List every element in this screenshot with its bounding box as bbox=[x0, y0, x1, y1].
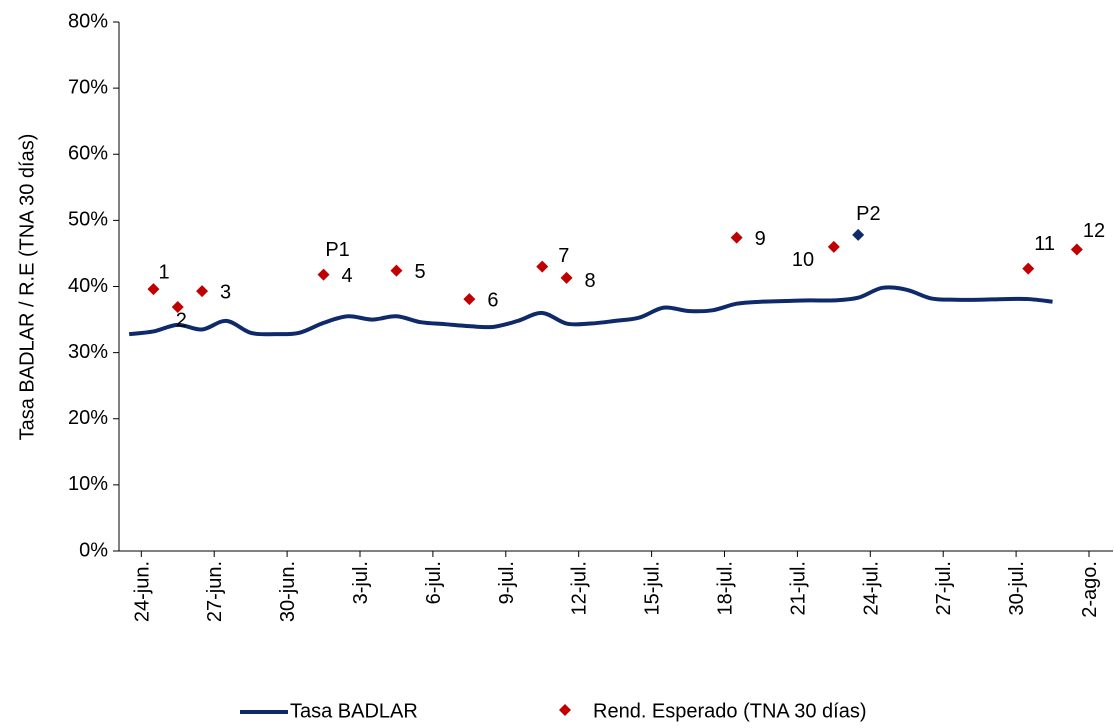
y-tick-label: 10% bbox=[68, 473, 108, 495]
y-tick-label: 70% bbox=[68, 76, 108, 98]
x-tick-label: 30-jul. bbox=[1006, 561, 1028, 615]
point bbox=[1022, 262, 1035, 275]
point-label: 2 bbox=[176, 309, 187, 331]
point-label: 11 bbox=[1034, 233, 1055, 255]
point bbox=[560, 271, 573, 284]
point bbox=[1070, 243, 1083, 256]
point-label: 10 bbox=[792, 249, 814, 271]
point-label: 9 bbox=[755, 228, 766, 250]
point-label: 3 bbox=[220, 281, 231, 303]
x-tick-label: 3-jul. bbox=[350, 561, 372, 604]
x-tick-label: 6-jul. bbox=[423, 561, 445, 604]
point bbox=[171, 300, 184, 313]
point bbox=[147, 283, 160, 296]
legend-label: Rend. Esperado (TNA 30 días) bbox=[593, 700, 866, 722]
legend-swatch bbox=[559, 704, 571, 716]
point bbox=[730, 231, 743, 244]
x-tick-label: 2-ago. bbox=[1079, 561, 1101, 618]
x-tick-label: 24-jun. bbox=[131, 561, 153, 622]
annotation: P1 bbox=[325, 239, 349, 261]
x-tick-label: 12-jul. bbox=[569, 561, 591, 615]
y-axis-label: Tasa BADLAR / R.E (TNA 30 días) bbox=[16, 134, 38, 441]
x-tick-label: 18-jul. bbox=[715, 561, 737, 615]
point bbox=[827, 240, 840, 253]
point-label: 12 bbox=[1083, 220, 1105, 242]
y-tick-label: 60% bbox=[68, 143, 108, 165]
point-label: 7 bbox=[558, 245, 569, 267]
legend-label: Tasa BADLAR bbox=[290, 700, 418, 722]
x-tick-label: 24-jul. bbox=[860, 561, 882, 615]
x-tick-label: 21-jul. bbox=[787, 561, 809, 615]
y-tick-label: 40% bbox=[68, 275, 108, 297]
point bbox=[536, 260, 549, 273]
point-label: 5 bbox=[414, 261, 425, 283]
line-series bbox=[128, 285, 1053, 337]
x-tick-label: 30-jun. bbox=[277, 561, 299, 622]
y-tick-label: 0% bbox=[79, 539, 108, 561]
y-tick-label: 50% bbox=[68, 209, 108, 231]
point bbox=[317, 268, 330, 281]
point-label: 4 bbox=[342, 265, 353, 287]
point-label: P2 bbox=[856, 203, 880, 225]
y-tick-label: 30% bbox=[68, 341, 108, 363]
point-label: 6 bbox=[487, 289, 498, 311]
point bbox=[852, 228, 865, 241]
y-tick-label: 20% bbox=[68, 407, 108, 429]
point-label: 1 bbox=[158, 261, 169, 283]
x-tick-label: 15-jul. bbox=[642, 561, 664, 615]
y-tick-label: 80% bbox=[68, 10, 108, 32]
x-tick-label: 27-jul. bbox=[933, 561, 955, 615]
x-tick-label: 9-jul. bbox=[496, 561, 518, 604]
point bbox=[196, 285, 209, 298]
point bbox=[390, 264, 403, 277]
point bbox=[463, 293, 476, 306]
point-label: 8 bbox=[585, 270, 596, 292]
x-tick-label: 27-jun. bbox=[204, 561, 226, 622]
